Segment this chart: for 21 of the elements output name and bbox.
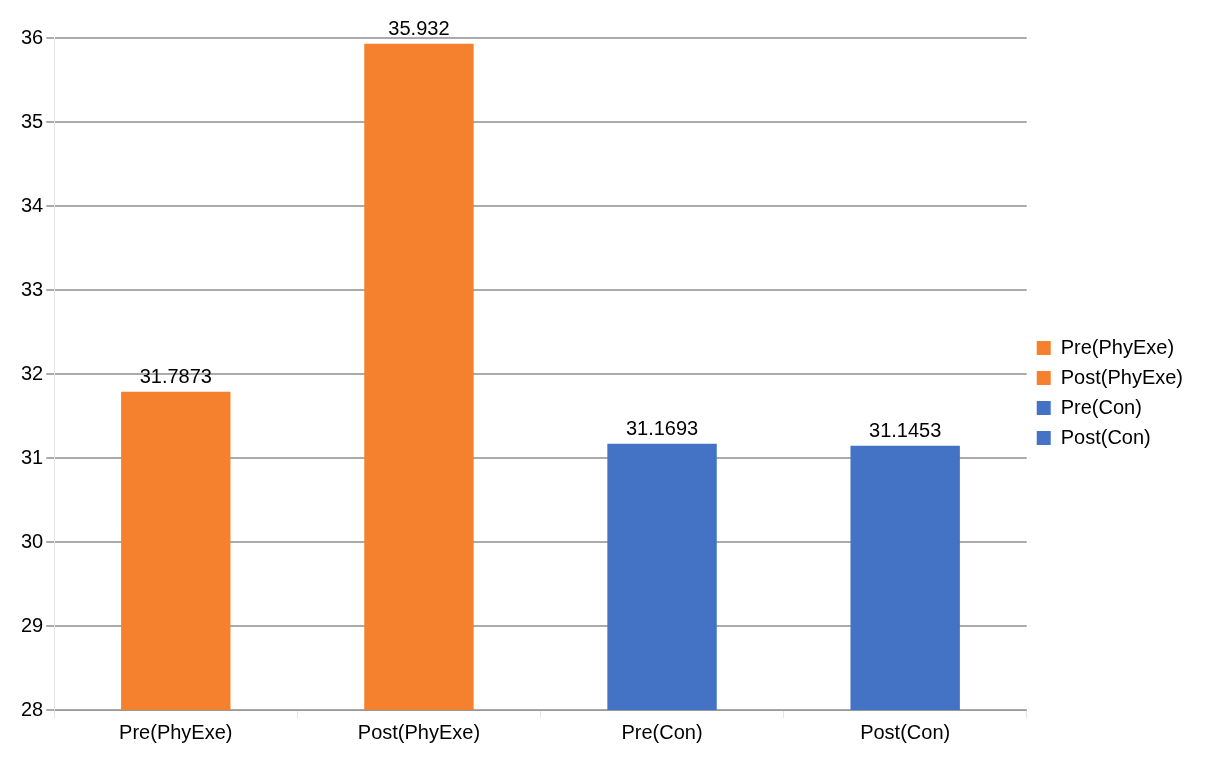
- y-tick-label: 31: [21, 445, 44, 468]
- data-label: 31.1693: [625, 417, 699, 440]
- y-tick-label: 29: [21, 613, 44, 636]
- legend-label: Pre(Con): [1060, 395, 1142, 418]
- x-tick-label: Post(Con): [860, 720, 951, 743]
- y-tick-label: 30: [21, 529, 44, 552]
- y-tick-label: 33: [21, 277, 44, 300]
- legend-label: Pre(PhyExe): [1060, 335, 1175, 358]
- legend-label: Post(Con): [1060, 425, 1151, 448]
- data-label: 35.932: [388, 17, 450, 40]
- data-label: 31.1453: [869, 419, 942, 442]
- x-tick-label: Post(PhyExe): [357, 720, 481, 743]
- y-tick-label: 35: [21, 109, 44, 132]
- legend-label: Post(PhyExe): [1060, 365, 1183, 388]
- x-tick-label: Pre(Con): [621, 720, 703, 743]
- y-tick-label: 32: [21, 361, 44, 384]
- x-tick-label: Pre(PhyExe): [119, 720, 233, 743]
- y-tick-label: 36: [21, 25, 44, 48]
- y-tick-label: 28: [21, 697, 44, 720]
- y-tick-label: 34: [21, 193, 44, 216]
- data-label: 31.7873: [139, 365, 212, 388]
